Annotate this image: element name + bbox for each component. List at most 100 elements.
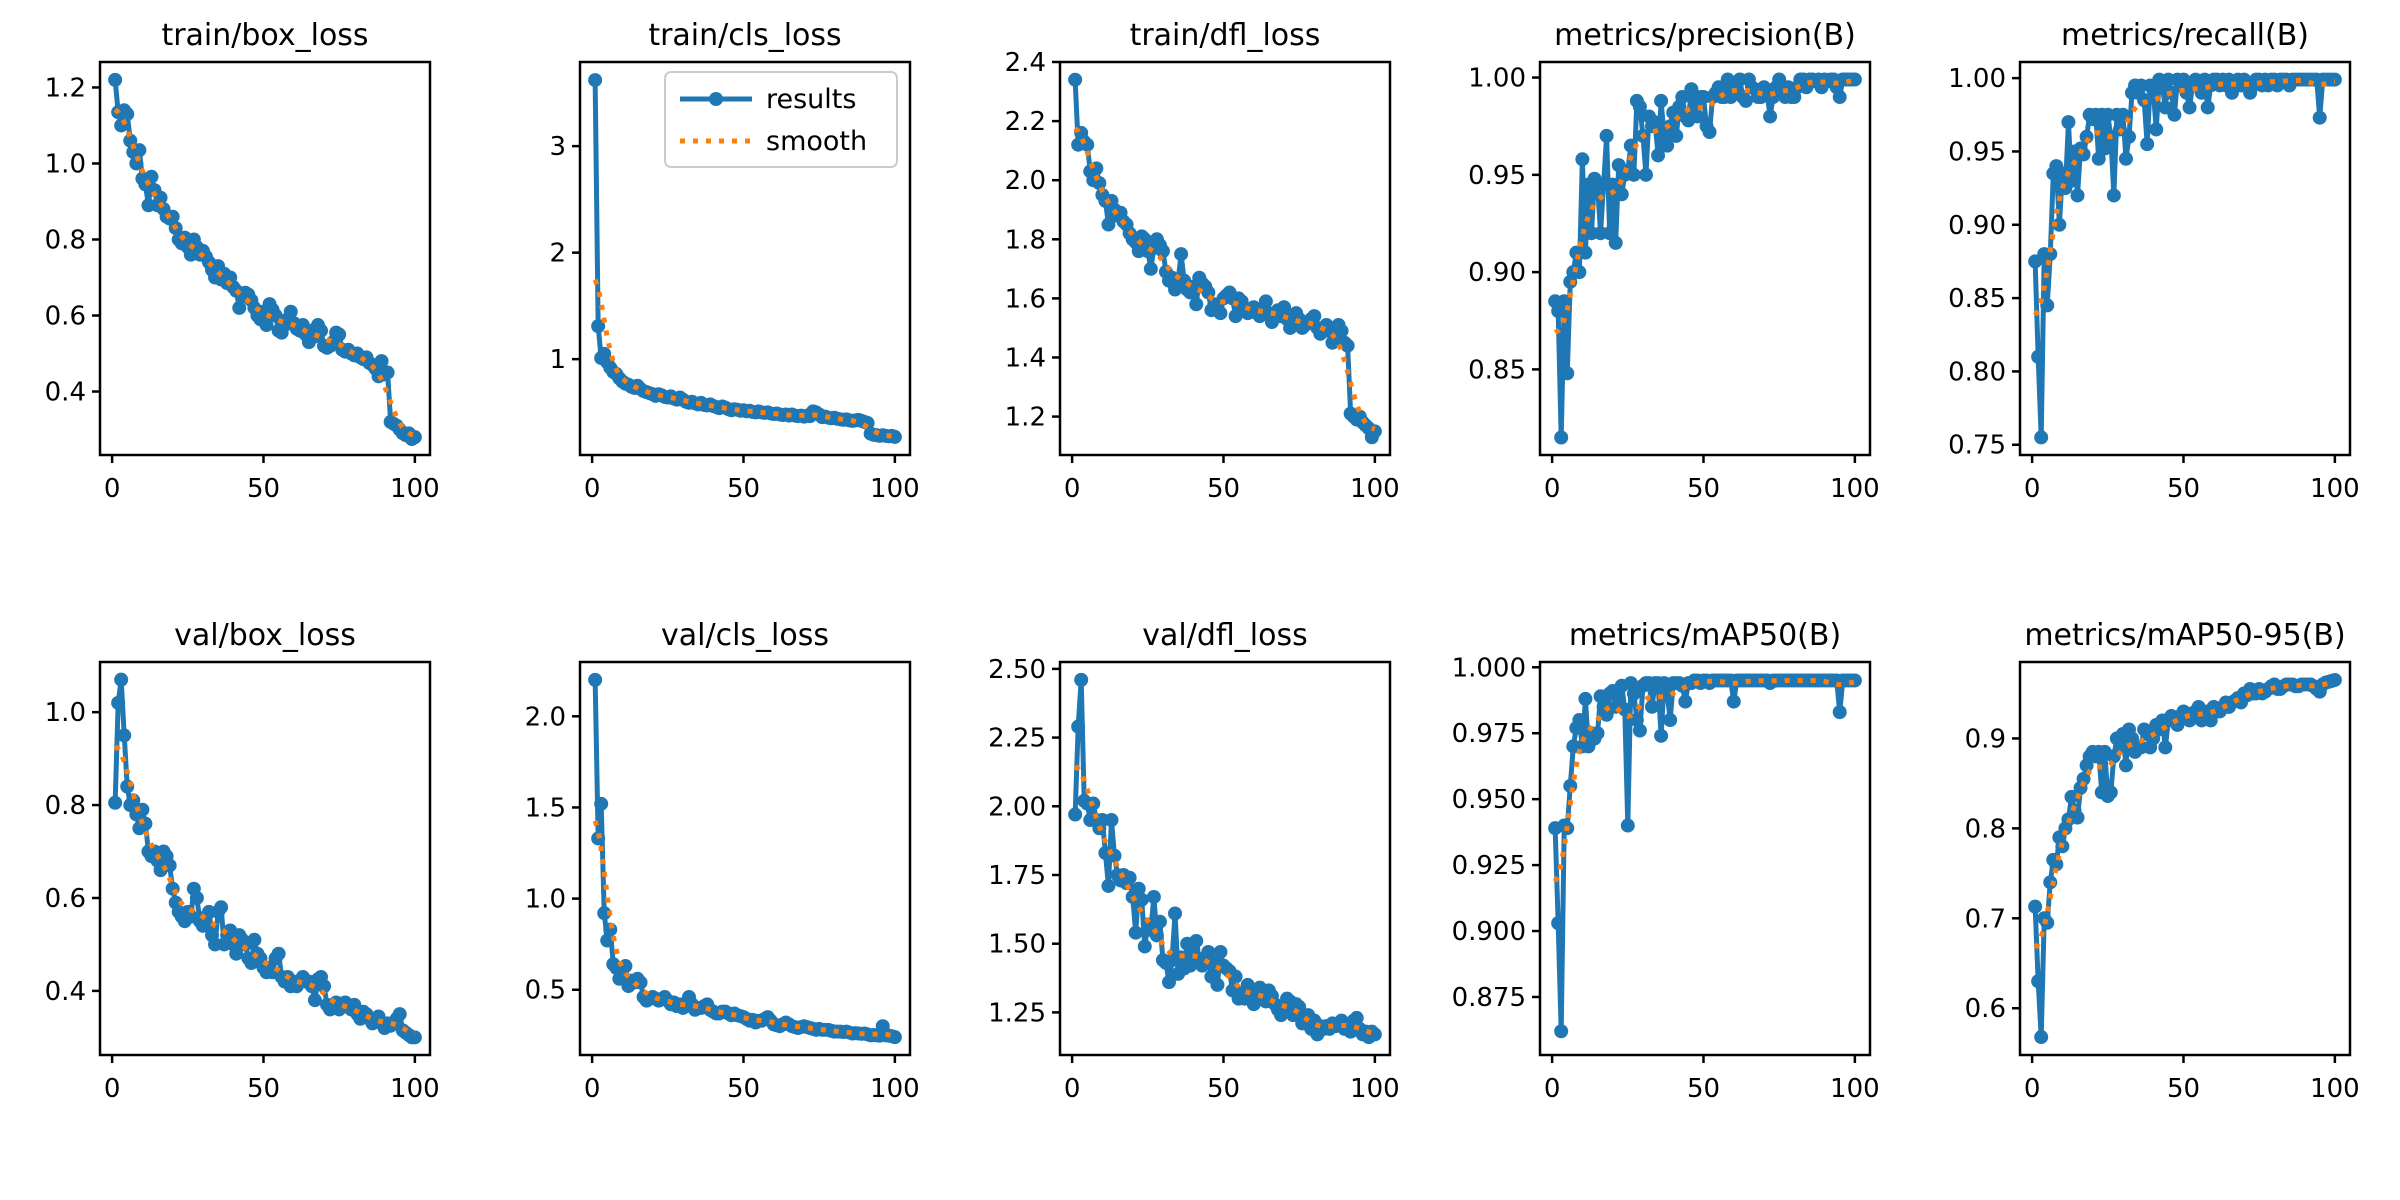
smooth-line <box>592 820 896 1038</box>
y-tick-label: 0.9 <box>1965 724 2006 754</box>
y-tick-label: 0.8 <box>45 791 86 821</box>
x-tick-label: 100 <box>1830 1074 1880 1104</box>
x-tick-label: 0 <box>104 1074 121 1104</box>
subplot-train-cls-loss: train/cls_loss 1 2 3 0 50 100 results smooth <box>549 18 920 504</box>
x-tick-label: 100 <box>390 1074 440 1104</box>
y-tick-label: 0.95 <box>1468 161 1526 191</box>
x-tick-label: 0 <box>104 474 121 504</box>
x-tick-label: 100 <box>2310 474 2360 504</box>
x-tick-label: 100 <box>870 1074 920 1104</box>
results-markers <box>1068 672 1382 1045</box>
results-line <box>2032 677 2338 1040</box>
y-tick-label: 1.75 <box>988 861 1046 891</box>
axes-frame <box>2018 660 2352 1057</box>
y-tick-label: 2.25 <box>988 724 1046 754</box>
y-tick-label: 0.8 <box>1965 814 2006 844</box>
y-tick-label: 0.6 <box>1965 994 2006 1024</box>
y-tick-label: 1.25 <box>988 998 1046 1028</box>
y-tick-label: 2.2 <box>1005 107 1046 137</box>
y-tick-label: 2.00 <box>988 792 1046 822</box>
axes-frame <box>1538 660 1872 1057</box>
x-tick-label: 50 <box>1207 474 1240 504</box>
y-tick-label: 0.950 <box>1452 785 1526 815</box>
x-tick-label: 0 <box>1064 1074 1081 1104</box>
y-tick-label: 0.4 <box>45 378 86 408</box>
plot-area: 0.85 0.90 0.95 1.00 0 50 100 <box>1468 60 1880 504</box>
y-tick-label: 1 <box>549 345 566 375</box>
x-tick-label: 0 <box>1064 474 1081 504</box>
results-markers <box>588 672 902 1045</box>
plot-area: 1 2 3 0 50 100 results smooth <box>549 60 920 504</box>
y-tick-label: 1.2 <box>1005 403 1046 433</box>
y-tick-label: 0.80 <box>1948 357 2006 387</box>
subplot-val-cls-loss: val/cls_loss 0.5 1.0 1.5 2.0 0 50 100 <box>525 618 920 1104</box>
x-tick-label: 100 <box>1350 1074 1400 1104</box>
results-markers <box>108 672 422 1045</box>
y-tick-label: 1.5 <box>525 793 566 823</box>
axes-frame <box>1538 60 1872 457</box>
y-tick-label: 1.6 <box>1005 284 1046 314</box>
results-markers <box>2028 72 2342 445</box>
y-tick-label: 0.75 <box>1948 431 2006 461</box>
y-tick-label: 1.00 <box>1468 64 1526 94</box>
chart-title: train/dfl_loss <box>1130 18 1321 53</box>
axes-frame <box>98 60 432 457</box>
x-tick-label: 50 <box>2167 1074 2200 1104</box>
y-tick-label: 0.95 <box>1948 137 2006 167</box>
plot-area: 0.875 0.900 0.925 0.950 0.975 1.000 0 50 100 <box>1452 653 1880 1104</box>
legend-label-results: results <box>766 84 856 115</box>
y-tick-label: 0.900 <box>1452 917 1526 947</box>
y-tick-label: 1.0 <box>525 885 566 915</box>
subplot-val-box-loss: val/box_loss 0.4 0.6 0.8 1.0 0 50 100 <box>45 618 440 1104</box>
subplot-train-dfl-loss: train/dfl_loss 1.21.41.61.82.02.22.40 50 1… <box>1005 18 1400 504</box>
results-line <box>112 77 418 442</box>
chart-title: metrics/recall(B) <box>2061 18 2309 53</box>
y-tick-label: 3 <box>549 132 566 162</box>
y-tick-label: 0.975 <box>1452 719 1526 749</box>
chart-title: train/cls_loss <box>648 18 841 53</box>
x-tick-label: 50 <box>247 1074 280 1104</box>
y-tick-label: 1.4 <box>1005 343 1046 373</box>
subplot-val-dfl-loss: val/dfl_loss 1.25 1.50 1.75 2.00 2.25 2.50 0 50… <box>988 618 1400 1104</box>
y-tick-label: 0.6 <box>45 302 86 332</box>
smooth-line <box>1073 126 1376 432</box>
x-tick-label: 100 <box>2310 1074 2360 1104</box>
smooth-line <box>113 744 416 1037</box>
y-tick-label: 0.6 <box>45 884 86 914</box>
y-tick-label: 2 <box>549 239 566 269</box>
legend-label-smooth: smooth <box>766 126 867 157</box>
axes-frame <box>2018 60 2352 457</box>
y-tick-label: 1.0 <box>45 698 86 728</box>
x-tick-label: 0 <box>1544 1074 1561 1104</box>
chart-title: train/box_loss <box>161 18 368 53</box>
plot-area: 0.4 0.6 0.8 1.0 0 50 100 <box>45 660 440 1104</box>
x-tick-label: 100 <box>390 474 440 504</box>
y-tick-label: 0.4 <box>45 977 86 1007</box>
legend-results-marker <box>709 92 723 106</box>
legend: results smooth <box>664 71 898 168</box>
y-tick-label: 1.00 <box>1948 64 2006 94</box>
y-tick-label: 1.2 <box>45 73 86 103</box>
plot-area: 1.25 1.50 1.75 2.00 2.25 2.50 0 50 100 <box>988 655 1400 1104</box>
plot-area: 0.5 1.0 1.5 2.0 0 50 100 <box>525 660 920 1104</box>
y-tick-label: 2.0 <box>525 702 566 732</box>
x-tick-label: 0 <box>2024 1074 2041 1104</box>
y-tick-label: 0.85 <box>1948 284 2006 314</box>
x-tick-label: 0 <box>584 474 601 504</box>
x-tick-label: 50 <box>1687 1074 1720 1104</box>
plot-area: 0.75 0.80 0.85 0.90 0.95 1.00 0 50 100 <box>1948 60 2360 504</box>
plot-area: 1.2 1.4 1.6 1.8 2.0 2.2 2.4 0 50 100 <box>1005 48 1400 504</box>
y-tick-label: 1.0 <box>45 149 86 179</box>
y-tick-label: 1.8 <box>1005 225 1046 255</box>
x-tick-label: 100 <box>870 474 920 504</box>
smooth-line <box>2033 77 2336 317</box>
x-tick-label: 50 <box>2167 474 2200 504</box>
smooth-line <box>2033 679 2336 950</box>
y-tick-label: 2.4 <box>1005 48 1046 78</box>
x-tick-label: 50 <box>247 474 280 504</box>
x-tick-label: 0 <box>2024 474 2041 504</box>
y-tick-label: 0.90 <box>1468 258 1526 288</box>
results-markers <box>108 72 422 447</box>
y-tick-label: 0.7 <box>1965 904 2006 934</box>
